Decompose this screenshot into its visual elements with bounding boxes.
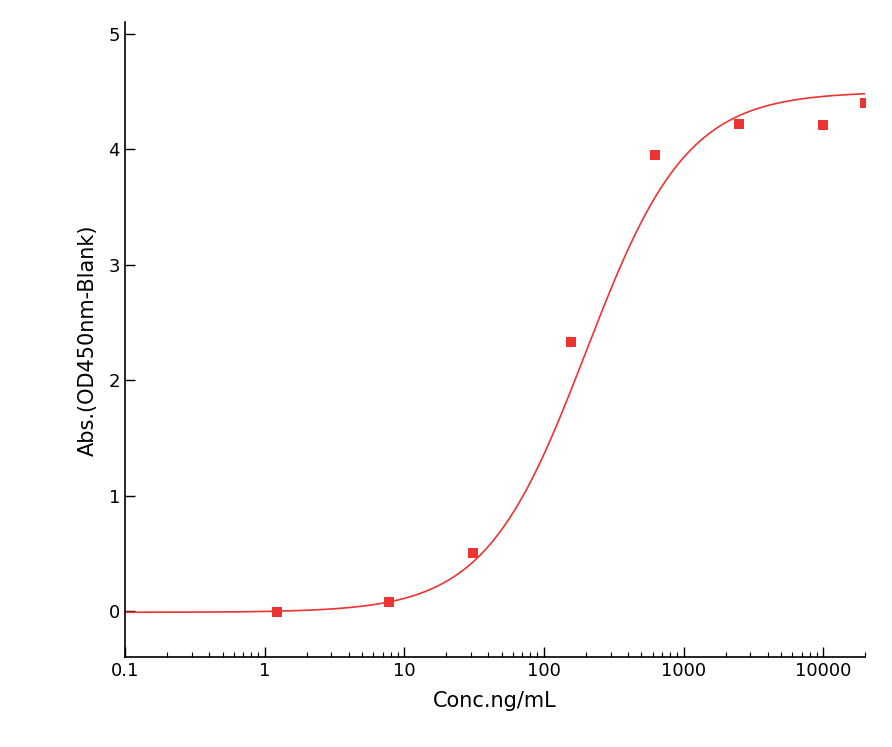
Point — [270, 607, 285, 619]
Point — [648, 149, 662, 161]
Point — [858, 97, 872, 109]
Point — [382, 596, 396, 608]
X-axis label: Conc.ng/mL: Conc.ng/mL — [434, 691, 557, 711]
Point — [732, 118, 747, 130]
Point — [564, 336, 578, 348]
Point — [467, 548, 481, 560]
Point — [816, 120, 830, 131]
Y-axis label: Abs.(OD450nm-Blank): Abs.(OD450nm-Blank) — [78, 224, 97, 456]
